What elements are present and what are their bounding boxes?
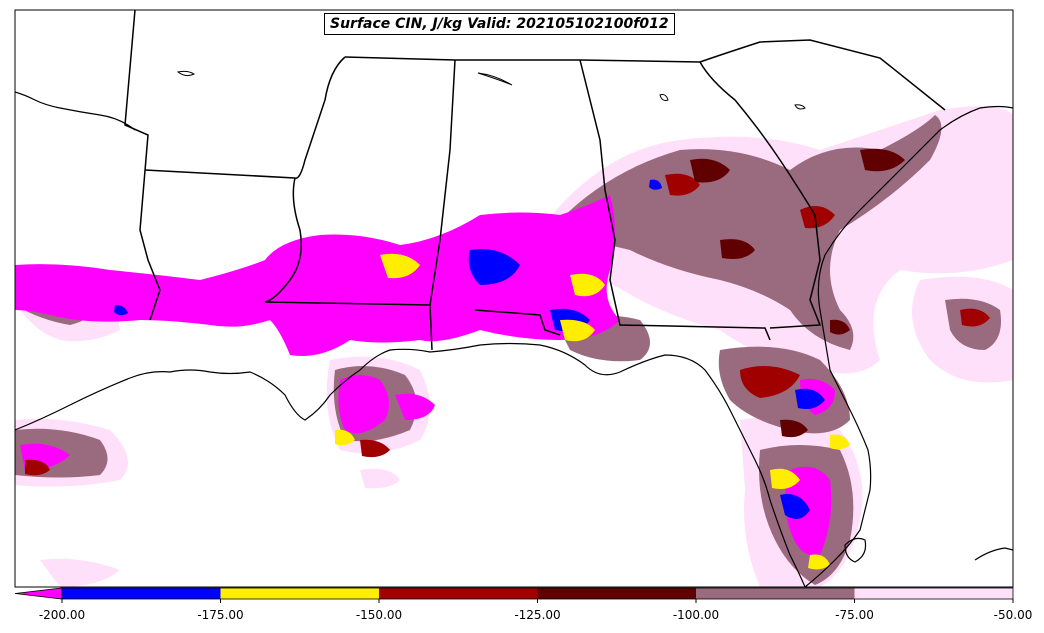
colorbar-tick-label: -125.00: [514, 608, 561, 622]
colorbar-under-extension: [14, 587, 63, 600]
cin-band-red: [25, 173, 990, 476]
lake-outlines: [176, 70, 806, 110]
colorbar-tick-label: -100.00: [672, 608, 720, 622]
colorbar-tick-label: -75.00: [835, 608, 874, 622]
colorbar-tick-label: -50.00: [993, 608, 1033, 622]
coastlines: [15, 91, 1013, 587]
colorbar-segment: [854, 588, 1013, 599]
map-frame: [14, 9, 1014, 588]
cin-band-yellow: [335, 253, 850, 570]
map-title: Surface CIN, J/kg Valid: 202105102100f01…: [324, 13, 675, 35]
colorbar-segment: [379, 588, 538, 599]
colorbar-segment: [62, 588, 221, 599]
cin-field: [15, 10, 1013, 587]
colorbar-tick-label: -150.00: [355, 608, 403, 622]
colorbar-segment: [537, 588, 696, 599]
state-borders: [124, 10, 946, 351]
cin-band-dark-red: [690, 148, 905, 438]
colorbar: [14, 587, 1014, 603]
colorbar-tick-label: -175.00: [197, 608, 244, 622]
colorbar-segment: [220, 588, 379, 599]
colorbar-tick-label: -200.00: [38, 608, 86, 622]
colorbar-segment: [696, 588, 855, 599]
